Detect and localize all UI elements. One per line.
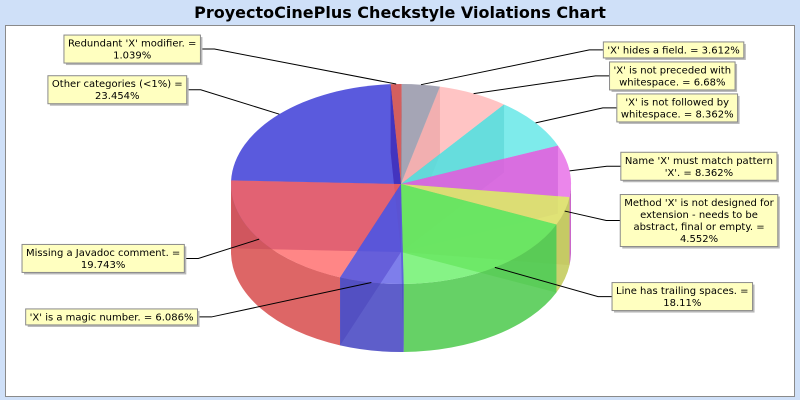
slice-side (403, 224, 557, 352)
pie-slice (340, 184, 404, 284)
leader-line (420, 49, 604, 86)
slice-label: 'X' is not followed by (625, 97, 729, 108)
slice-label: Name 'X' must match pattern (625, 156, 773, 167)
slice-label: whitespace. = 8.362% (621, 109, 734, 120)
slice-label: Method 'X' is not designed for (624, 198, 774, 209)
leader-line (569, 165, 621, 172)
leader-line (184, 238, 260, 259)
label-box (620, 151, 778, 181)
slice-label: 4.552% (680, 234, 718, 245)
slice-label: extension - needs to be (640, 210, 758, 221)
label-box (63, 34, 201, 64)
slice-side (231, 184, 341, 346)
slice-label: 'X' is not preceded with (614, 65, 732, 76)
slice-label: 'X' is a magic number. = 6.086% (30, 312, 194, 323)
slice-label: Line has trailing spaces. = (616, 286, 749, 297)
label-box (602, 41, 745, 59)
slice-label: Redundant 'X' modifier. = (68, 39, 196, 50)
slice-label: abstract, final or empty. = (633, 222, 764, 233)
pie-tops (231, 84, 571, 284)
leader-line (535, 107, 617, 124)
pie-slice (401, 104, 558, 184)
pie-slice (231, 180, 401, 278)
slice-label: Missing a Javadoc comment. = (26, 248, 180, 259)
leader-line (197, 281, 372, 318)
label-box (47, 75, 188, 105)
label-box (609, 61, 736, 91)
slice-label: 18.11% (663, 298, 701, 309)
label-box (21, 243, 185, 273)
pie-slice (401, 184, 570, 225)
label-box (619, 194, 779, 248)
slice-side (340, 277, 404, 352)
plot-area: Missing a Javadoc comment. = 19.743% Other… (5, 25, 795, 397)
leader-line (473, 75, 610, 95)
slice-label: whitespace. = 6.68% (619, 77, 725, 88)
slice-label: 'X'. = 8.362% (665, 168, 733, 179)
label-box (25, 308, 199, 326)
slice-label: 19.743% (81, 260, 126, 271)
pie-slice (401, 184, 557, 284)
slice-side (556, 197, 570, 293)
pie-slice (401, 86, 505, 184)
leader-line (564, 210, 621, 222)
pie-slice (231, 84, 401, 184)
slice-label: 1.039% (113, 51, 151, 62)
leader-line (200, 48, 397, 85)
leader-line (494, 266, 613, 298)
slice-side (569, 184, 571, 266)
label-box (611, 282, 754, 312)
pie-slice (401, 145, 571, 198)
pie-labels: Missing a Javadoc comment. =19.743% Other… (21, 34, 780, 327)
pie-slice (390, 84, 402, 184)
chart-title: ProyectoCinePlus Checkstyle Violations C… (194, 3, 606, 22)
pie-slice (401, 84, 440, 184)
slice-label: 'X' hides a field. = 3.612% (607, 45, 739, 56)
pie-chart: Missing a Javadoc comment. =19.743% Other… (21, 34, 780, 352)
slice-label: 23.454% (95, 91, 140, 102)
label-box (616, 93, 739, 123)
slice-label: Other categories (<1%) = (52, 79, 183, 90)
leader-line (186, 89, 280, 115)
